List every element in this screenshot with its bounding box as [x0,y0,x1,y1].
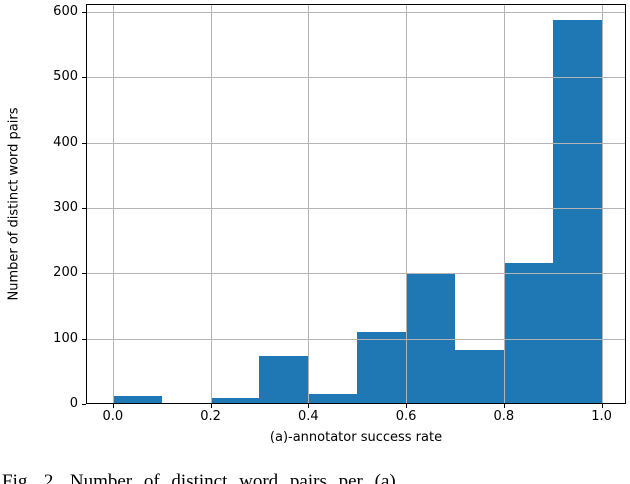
x-gridline [406,4,408,404]
x-tick-mark [210,404,212,408]
y-tick-mark [82,207,86,209]
y-tick-mark [82,273,86,275]
x-tick-label: 0.0 [102,409,124,424]
figure-caption: Fig. 2. Number of distinct word pairs pe… [2,471,396,484]
histogram-bar [210,398,260,404]
plot-area [86,4,626,404]
y-tick-mark [82,338,86,340]
x-tick-label: 0.4 [298,409,319,424]
x-gridline [308,4,310,404]
x-axis-label: (a)-annotator success rate [269,430,443,445]
x-gridline [210,4,212,404]
y-gridline [86,142,626,144]
y-tick-label: 100 [53,330,78,346]
y-gridline [86,207,626,209]
x-gridline [112,4,114,404]
y-tick-label: 600 [53,3,78,19]
x-gridline [503,4,505,404]
y-gridline [86,273,626,275]
y-tick-label: 500 [53,69,78,85]
histogram-bar [112,396,162,404]
x-tick-label: 1.0 [591,409,612,424]
y-tick-label: 200 [53,265,78,281]
histogram-bar [308,393,358,404]
y-tick-label: 300 [53,199,78,215]
y-tick-mark [82,404,86,405]
histogram-bar [454,349,504,404]
histogram-bar [552,19,602,404]
histogram-bar [259,355,309,404]
histogram-bar [357,332,407,404]
y-gridline [86,11,626,13]
y-tick-mark [82,11,86,13]
x-tick-mark [112,404,114,408]
y-gridline [86,77,626,79]
y-tick-label: 0 [69,396,78,411]
x-tick-mark [601,404,603,408]
x-tick-mark [406,404,408,408]
x-tick-mark [308,404,310,408]
y-axis-label: Number of distinct word pairs [6,107,22,301]
x-tick-label: 0.2 [200,409,221,424]
y-tick-mark [82,142,86,144]
y-tick-mark [82,77,86,79]
y-gridline [86,338,626,340]
x-gridline [601,4,603,404]
x-tick-label: 0.6 [395,409,417,424]
x-tick-mark [503,404,505,408]
y-tick-label: 400 [53,134,78,150]
x-tick-label: 0.8 [493,409,515,424]
histogram-bar [503,262,553,404]
